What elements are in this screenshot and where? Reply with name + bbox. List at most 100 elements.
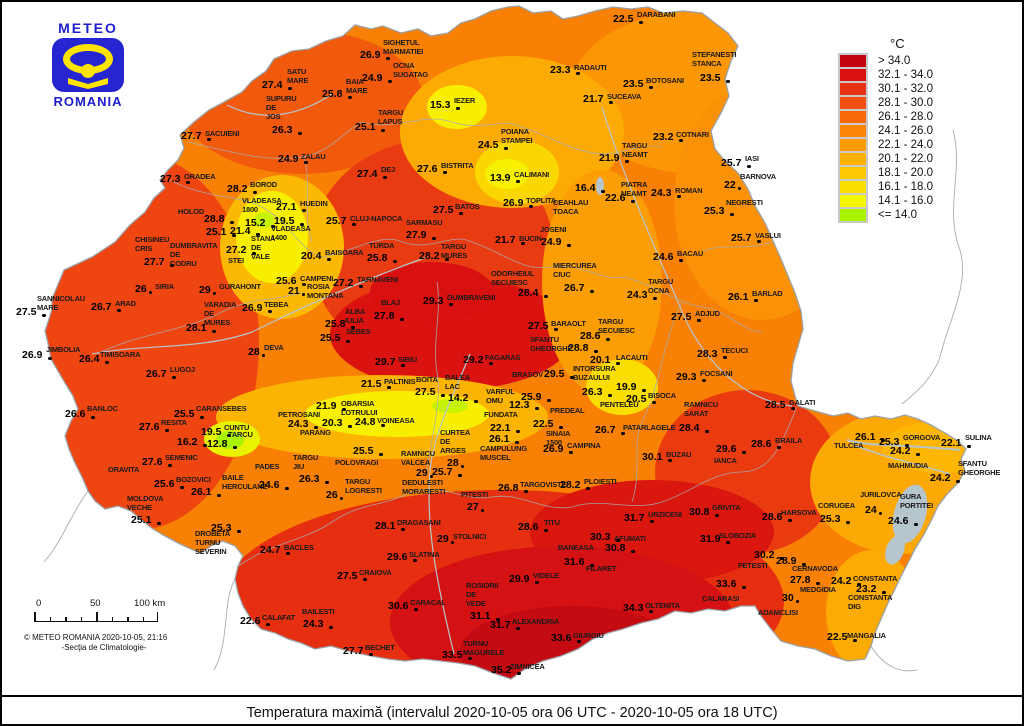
station-name: BRASOV xyxy=(512,370,543,379)
scale-bar: 0 50 100 km xyxy=(34,598,174,622)
legend-label: 16.1 - 18.0 xyxy=(878,181,933,193)
station-dot-icon xyxy=(449,302,453,306)
map-area: METEO ROMANIA °C > 34.0 32.1 - 34.0 30.1 -… xyxy=(2,2,1022,695)
station-dot-icon xyxy=(348,95,352,99)
station-value: 21 xyxy=(288,285,300,297)
station-name: LUGOJ xyxy=(170,365,195,374)
station-dot-icon xyxy=(200,415,204,419)
legend-label: 28.1 - 30.0 xyxy=(878,97,933,109)
station-dot-icon xyxy=(207,137,211,141)
station-dot-icon xyxy=(460,464,465,468)
copyright-line1: © METEO ROMANIA 2020-10-05, 21:16 xyxy=(24,633,168,642)
station-name: BAIA MARE xyxy=(346,77,368,95)
station-value: 15.2 xyxy=(245,217,266,229)
station-name: OCNA SUGATAG xyxy=(393,61,428,79)
station-value: 30.2 xyxy=(754,549,775,561)
station-value: 25.3 xyxy=(211,522,232,534)
station-value: 29 xyxy=(416,467,428,479)
station-value: 24 xyxy=(865,504,877,516)
station-name: BANLOC xyxy=(87,404,118,413)
station-value: 22.5 xyxy=(827,631,848,643)
station-name: DEDULESTI MORARESTI xyxy=(402,478,446,496)
station-value: 21.9 xyxy=(316,400,337,412)
station-dot-icon xyxy=(857,582,861,586)
legend-swatch xyxy=(838,207,868,223)
station-value: 25.5 xyxy=(174,408,195,420)
station-name: IEZER xyxy=(454,96,476,105)
station-name: VARFUL OMU xyxy=(486,387,515,405)
station-name: ADJUD xyxy=(695,309,720,318)
station-dot-icon xyxy=(516,626,520,630)
station-value: 33.5 xyxy=(442,649,463,661)
station-dot-icon xyxy=(905,443,909,447)
station-value: 35.2 xyxy=(491,664,512,676)
station-name: CALIMANI xyxy=(514,170,550,179)
scale-bar-ruler xyxy=(34,612,158,622)
station-dot-icon xyxy=(601,189,605,193)
station-dot-icon xyxy=(387,385,391,389)
station-name: CARANSEBES xyxy=(196,404,247,413)
station-name: VLADEASA 1400 xyxy=(271,224,311,242)
station-name: CARACAL xyxy=(410,598,446,607)
station-dot-icon xyxy=(576,71,580,75)
station-dot-icon xyxy=(117,308,121,312)
station-dot-icon xyxy=(590,289,594,293)
station-value: 28 xyxy=(447,457,459,469)
station-dot-icon xyxy=(252,251,256,255)
legend-label: 14.1 - 16.0 xyxy=(878,195,933,207)
station-name: GURAHONT xyxy=(219,282,261,291)
station-name: BISOCA xyxy=(648,391,676,400)
legend-row: 18.1 - 20.0 xyxy=(838,165,933,181)
station-name: BOTOSANI xyxy=(646,76,684,85)
legend-row: <= 14.0 xyxy=(838,207,933,223)
station-value: 25.7 xyxy=(432,466,453,478)
station-name: TARGU NEAMT xyxy=(622,141,648,159)
station-name: FUNDATA xyxy=(484,410,518,419)
station-name: CONSTANTA xyxy=(853,574,898,583)
station-value: 24.7 xyxy=(260,544,281,556)
station-value: 27.6 xyxy=(139,421,160,433)
station-name: BAISOARA xyxy=(325,248,364,257)
station-value: 31.6 xyxy=(564,556,585,568)
station-dot-icon xyxy=(468,656,472,660)
station-value: 23.3 xyxy=(550,64,571,76)
station-name: TARGU OCNA xyxy=(648,277,674,295)
station-value: 27.8 xyxy=(790,574,811,586)
station-dot-icon xyxy=(791,406,795,410)
station-value: 16.4 xyxy=(575,182,596,194)
station-name: BOITA xyxy=(416,375,438,384)
legend-label: 30.1 - 32.0 xyxy=(878,83,933,95)
station-value: 29 xyxy=(437,533,449,545)
station-dot-icon xyxy=(559,425,563,429)
station-value: 26.7 xyxy=(146,368,167,380)
station-name: BALEA LAC xyxy=(445,373,470,391)
station-value: 25.7 xyxy=(731,232,752,244)
copyright-note: © METEO ROMANIA 2020-10-05, 21:16 -Secţi… xyxy=(24,633,184,652)
station-dot-icon xyxy=(524,489,528,493)
station-dot-icon xyxy=(302,282,306,286)
scale-label-0: 0 xyxy=(36,598,42,609)
station-value: 19.9 xyxy=(616,381,637,393)
station-value: 30.8 xyxy=(605,542,626,554)
station-value: 34.3 xyxy=(623,602,644,614)
station-name: IASI xyxy=(745,154,759,163)
station-dot-icon xyxy=(227,433,231,437)
station-name: SIGHETUL MARMATIEI xyxy=(383,38,424,56)
station-value: 26.1 xyxy=(489,433,510,445)
station-value: 26.3 xyxy=(299,473,320,485)
station-name: TURNU MAGURELE xyxy=(463,639,505,657)
station-value: 33.6 xyxy=(716,578,737,590)
station-name: BACAU xyxy=(677,249,704,258)
station-dot-icon xyxy=(474,399,478,403)
station-value: 25.6 xyxy=(276,275,297,287)
station-value: 30.8 xyxy=(689,506,710,518)
station-value: 24.5 xyxy=(478,139,499,151)
station-value: 24.9 xyxy=(541,236,562,248)
river-lines xyxy=(91,93,793,655)
station-dot-icon xyxy=(172,375,176,379)
station-name: ROSIORII DE VEDE xyxy=(466,581,499,608)
station-name: BAILESTI xyxy=(302,607,335,616)
station-dot-icon xyxy=(346,339,350,343)
station-value: 22.1 xyxy=(941,437,962,449)
station-dot-icon xyxy=(956,479,960,483)
